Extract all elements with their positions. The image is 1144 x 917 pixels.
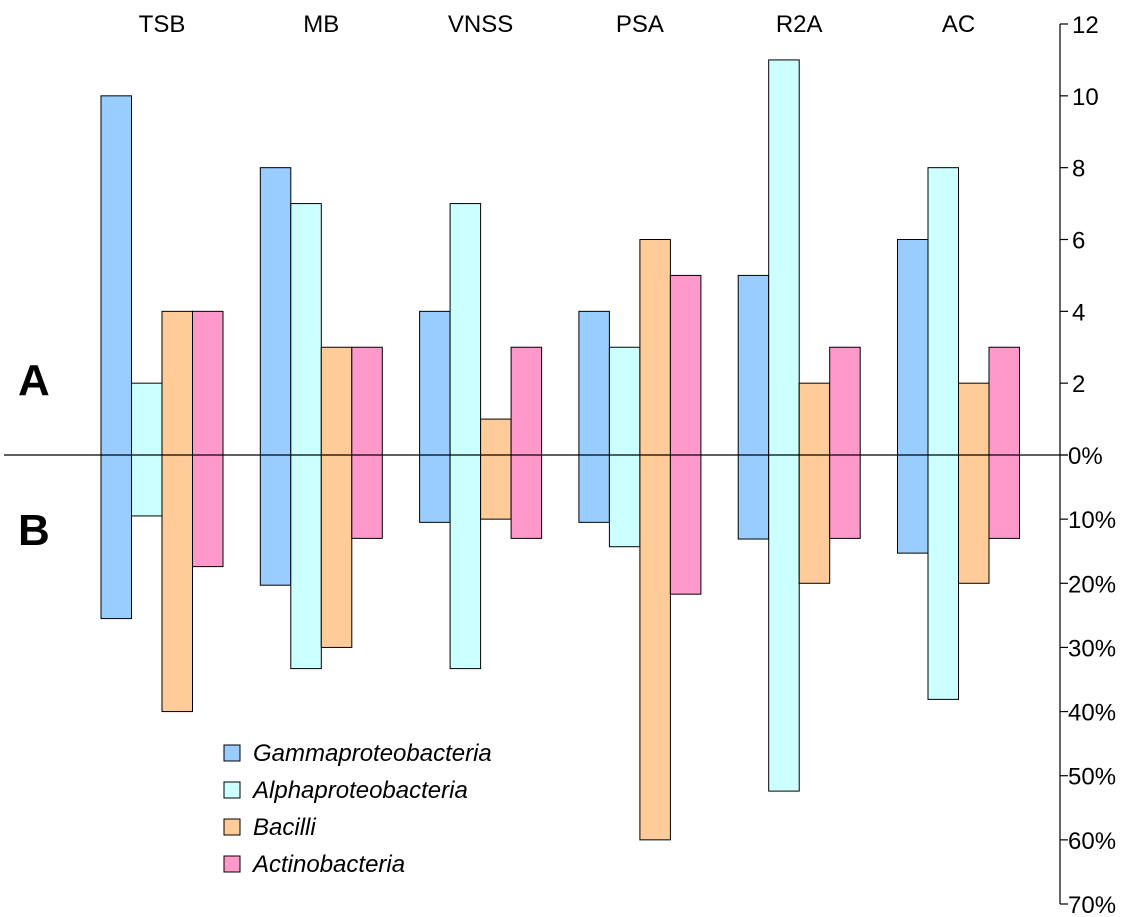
category-label-psa: PSA: [616, 11, 664, 38]
category-labels: TSB MB VNSS PSA R2A AC: [139, 11, 976, 38]
right-axis: 2 4 6 8 10 12 0% 10% 20% 30% 40% 50% 60% 70%: [1059, 12, 1116, 917]
bar-top-r2a-actinobacteria: [829, 346, 861, 456]
tick-label-top-6: 6: [1072, 228, 1085, 255]
bar-bottom-r2a-alphaproteobacteria: [768, 454, 800, 792]
bar-top-mb-bacilli: [320, 346, 353, 456]
panel-label-a: A: [18, 356, 50, 405]
category-label-tsb: TSB: [139, 11, 186, 38]
bar-top-mb-alphaproteobacteria: [290, 203, 322, 456]
tick-label-top-10: 10: [1072, 84, 1099, 111]
bar-bottom-vnss-alphaproteobacteria: [449, 454, 482, 670]
bar-top-r2a-gammaproteobacteria: [737, 274, 770, 456]
bar-bottom-tsb-bacilli: [161, 454, 193, 713]
bars-layer: [100, 59, 1020, 841]
bar-bottom-psa-bacilli: [639, 454, 671, 841]
bar-top-vnss-alphaproteobacteria: [449, 203, 482, 456]
bar-top-vnss-actinobacteria: [510, 346, 543, 456]
tick-label-top-2: 2: [1072, 371, 1085, 398]
tick-label-bottom-50: 50%: [1068, 764, 1116, 791]
legend-swatch-gammaproteobacteria: [223, 744, 241, 762]
bar-top-vnss-bacilli: [480, 418, 512, 456]
tick-label-bottom-40: 40%: [1068, 700, 1116, 727]
bar-bottom-ac-bacilli: [958, 454, 990, 584]
bar-bottom-psa-actinobacteria: [669, 454, 702, 595]
bar-top-vnss-gammaproteobacteria: [419, 310, 451, 456]
tick-label-bottom-30: 30%: [1068, 635, 1116, 662]
bar-bottom-tsb-gammaproteobacteria: [100, 454, 132, 620]
bar-top-ac-bacilli: [958, 382, 990, 456]
legend-label-bacilli: Bacilli: [253, 814, 316, 841]
bar-bottom-psa-alphaproteobacteria: [608, 454, 641, 548]
legend-swatch-actinobacteria: [223, 855, 241, 873]
tick-label-bottom-20: 20%: [1068, 571, 1116, 598]
bar-top-mb-gammaproteobacteria: [259, 167, 292, 456]
legend-swatch-bacilli: [223, 818, 241, 836]
bar-top-tsb-alphaproteobacteria: [131, 382, 163, 456]
tick-label-top-8: 8: [1072, 156, 1085, 183]
bar-top-psa-bacilli: [639, 239, 671, 456]
legend-label-alphaproteobacteria: Alphaproteobacteria: [251, 777, 468, 804]
legend-label-actinobacteria: Actinobacteria: [251, 851, 405, 878]
category-label-vnss: VNSS: [448, 11, 513, 38]
tick-label-top-12: 12: [1072, 12, 1099, 39]
bar-top-tsb-bacilli: [161, 310, 193, 456]
bar-top-ac-alphaproteobacteria: [927, 167, 959, 456]
bar-bottom-vnss-actinobacteria: [510, 454, 543, 539]
category-label-ac: AC: [942, 11, 975, 38]
bar-top-r2a-alphaproteobacteria: [768, 59, 800, 456]
category-label-mb: MB: [303, 11, 339, 38]
panel-label-b: B: [18, 506, 50, 555]
bar-top-tsb-actinobacteria: [192, 310, 224, 456]
bar-bottom-tsb-alphaproteobacteria: [131, 454, 163, 517]
bar-bottom-ac-gammaproteobacteria: [897, 454, 929, 554]
bar-top-mb-actinobacteria: [351, 346, 383, 456]
bar-bottom-mb-actinobacteria: [351, 454, 383, 539]
legend: Gammaproteobacteria Alphaproteobacteria Ba…: [223, 740, 492, 878]
bar-top-tsb-gammaproteobacteria: [100, 95, 132, 456]
bar-top-ac-gammaproteobacteria: [897, 239, 929, 456]
bar-bottom-mb-alphaproteobacteria: [290, 454, 322, 670]
bar-bottom-ac-alphaproteobacteria: [927, 454, 959, 700]
bar-top-psa-alphaproteobacteria: [608, 346, 641, 456]
legend-swatch-alphaproteobacteria: [223, 781, 241, 799]
bar-bottom-tsb-actinobacteria: [192, 454, 224, 568]
bar-top-psa-gammaproteobacteria: [578, 310, 610, 456]
bar-bottom-vnss-bacilli: [480, 454, 512, 520]
tick-label-bottom-70: 70%: [1068, 892, 1116, 917]
legend-label-gammaproteobacteria: Gammaproteobacteria: [253, 740, 492, 767]
bar-bottom-r2a-gammaproteobacteria: [737, 454, 770, 540]
bar-bottom-vnss-gammaproteobacteria: [419, 454, 451, 523]
category-label-r2a: R2A: [776, 11, 823, 38]
bar-bottom-mb-gammaproteobacteria: [259, 454, 292, 586]
bar-bottom-r2a-bacilli: [798, 454, 831, 584]
tick-label-top-4: 4: [1072, 299, 1085, 326]
bar-bottom-mb-bacilli: [320, 454, 353, 648]
tick-label-bottom-0: 0%: [1068, 443, 1103, 470]
bar-bottom-ac-actinobacteria: [988, 454, 1020, 539]
bar-top-r2a-bacilli: [798, 382, 831, 456]
bar-top-ac-actinobacteria: [988, 346, 1020, 456]
bar-bottom-psa-gammaproteobacteria: [578, 454, 610, 523]
tick-label-bottom-10: 10%: [1068, 507, 1116, 534]
tick-label-bottom-60: 60%: [1068, 828, 1116, 855]
bar-top-psa-actinobacteria: [669, 274, 702, 456]
bar-bottom-r2a-actinobacteria: [829, 454, 861, 539]
